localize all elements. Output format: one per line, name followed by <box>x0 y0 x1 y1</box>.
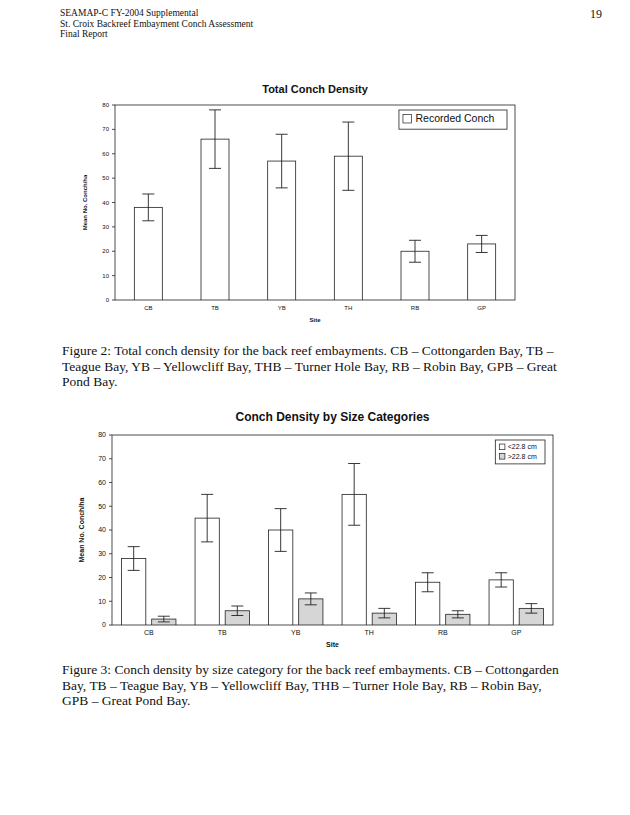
chart: Conch Density by Size Categories 0 10 20 30 4… <box>78 410 553 648</box>
y-tick <box>112 178 115 179</box>
error-bar <box>348 464 360 526</box>
y-tick <box>109 435 112 436</box>
y-tick-label: 0 <box>106 297 110 303</box>
x-tick-label: CB <box>144 629 154 636</box>
x-tick-label: TB <box>218 629 227 636</box>
y-axis-label: Mean No. Conch/ha <box>78 497 85 562</box>
y-tick <box>109 482 112 483</box>
plot-frame <box>112 435 553 625</box>
y-tick-label: 30 <box>102 224 109 230</box>
y-tick-label: 10 <box>98 598 106 605</box>
legend: Recorded Conch <box>399 110 507 129</box>
error-bar <box>378 608 390 618</box>
error-bar <box>495 573 507 587</box>
error-bar <box>305 593 317 605</box>
marks <box>122 464 544 626</box>
legend-swatch <box>403 115 411 123</box>
legend-box <box>399 110 507 129</box>
y-tick-label: 30 <box>98 550 106 557</box>
y-tick-label: 60 <box>98 479 106 486</box>
legend-box <box>495 440 545 464</box>
x-tick-label: YB <box>278 305 286 311</box>
y-tick <box>112 275 115 276</box>
legend-label: >22.8 cm <box>508 453 537 460</box>
y-tick-label: 0 <box>102 621 106 628</box>
x-tick-label: TH <box>344 305 352 311</box>
error-bar <box>342 122 354 190</box>
x-tick-label: RB <box>411 305 419 311</box>
x-tick-label: GP <box>511 629 521 636</box>
legend-swatch <box>499 454 505 460</box>
x-axis-label: Site <box>326 641 339 648</box>
y-tick <box>112 251 115 252</box>
error-bar <box>209 110 221 169</box>
x-tick-label: YB <box>291 629 301 636</box>
y-tick <box>109 458 112 459</box>
legend-swatch <box>499 444 505 450</box>
marks <box>134 110 495 300</box>
legend: <22.8 cm >22.8 cm <box>495 440 545 464</box>
y-tick-label: 10 <box>102 273 109 279</box>
y-tick-label: 40 <box>98 526 106 533</box>
y-tick <box>112 300 115 301</box>
x-tick-label: RB <box>438 629 448 636</box>
y-tick-label: 60 <box>102 151 109 157</box>
y-tick <box>112 105 115 106</box>
y-tick-label: 70 <box>98 455 106 462</box>
header-line: St. Croix Backreef Embayment Conch Asses… <box>60 19 253 29</box>
y-axis-label: Mean No. Conch/ha <box>82 174 88 230</box>
error-bar <box>476 235 488 252</box>
chart: Total Conch Density 0 10 20 30 40 50 60 70 80 Mean… <box>82 83 515 323</box>
y-tick-label: 70 <box>102 126 109 132</box>
y-tick-label: 20 <box>98 574 106 581</box>
error-bar <box>409 240 421 262</box>
y-tick <box>112 129 115 130</box>
x-tick-label: CB <box>144 305 152 311</box>
error-bar <box>128 547 140 571</box>
y-tick <box>112 153 115 154</box>
legend-label: <22.8 cm <box>508 443 537 450</box>
y-tick-label: 80 <box>102 102 109 108</box>
header-line: Final Report <box>60 29 108 39</box>
y-tick <box>109 530 112 531</box>
y-tick <box>109 577 112 578</box>
y-tick-label: 20 <box>102 248 109 254</box>
charts: Total Conch Density 0 10 20 30 40 50 60 70 80 Mean… <box>0 0 630 815</box>
y-tick-label: 40 <box>102 200 109 206</box>
y-tick <box>109 553 112 554</box>
figure-caption: Figure 3: Conch density by size category… <box>62 662 567 709</box>
y-tick <box>112 202 115 203</box>
error-bar <box>525 604 537 614</box>
y-tick <box>109 506 112 507</box>
y-tick <box>112 226 115 227</box>
chart-title: Total Conch Density <box>262 83 368 95</box>
x-axis-label: Site <box>309 317 321 323</box>
error-bar <box>452 611 464 618</box>
x-tick-label: TB <box>211 305 219 311</box>
error-bar <box>201 494 213 542</box>
error-bar <box>422 573 434 592</box>
y-tick-label: 50 <box>102 175 109 181</box>
plot-frame <box>115 105 515 300</box>
legend-label: Recorded Conch <box>416 112 495 124</box>
header-line: SEAMAP-C FY-2004 Supplemental <box>60 8 198 18</box>
x-tick-label: TH <box>365 629 374 636</box>
y-tick <box>109 601 112 602</box>
error-bar <box>276 134 288 188</box>
error-bar <box>275 509 287 552</box>
error-bar <box>231 606 243 616</box>
error-bar <box>142 194 154 221</box>
bar <box>134 207 162 300</box>
y-tick <box>109 625 112 626</box>
y-tick-label: 50 <box>98 503 106 510</box>
page-number: 19 <box>590 7 602 22</box>
x-tick-label: GP <box>477 305 486 311</box>
y-tick-label: 80 <box>98 431 106 438</box>
chart-title: Conch Density by Size Categories <box>235 410 429 424</box>
figure-caption: Figure 2: Total conch density for the ba… <box>62 343 567 390</box>
error-bar <box>158 616 170 622</box>
